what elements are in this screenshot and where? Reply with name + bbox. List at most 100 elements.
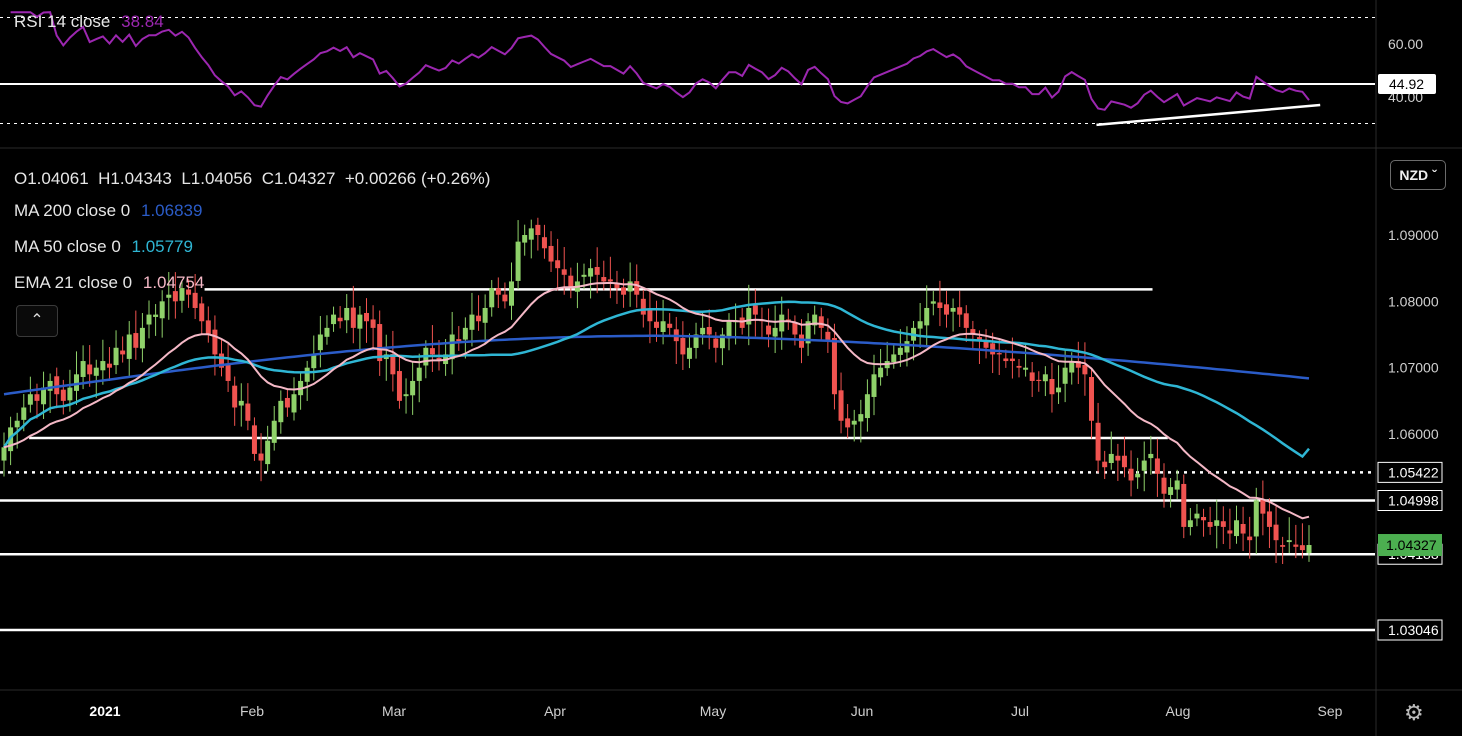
candle	[607, 279, 613, 282]
legend-ma200[interactable]: MA 200 close 0 1.06839	[14, 201, 202, 221]
candle	[205, 320, 211, 335]
legend-ema21[interactable]: EMA 21 close 0 1.04754	[14, 273, 204, 293]
candle	[746, 307, 752, 325]
candle	[232, 385, 238, 408]
candle	[1247, 536, 1253, 541]
candle	[212, 329, 218, 355]
candle	[172, 291, 178, 302]
y-tick-label: 1.06000	[1388, 426, 1439, 442]
price-level-label: 1.04998	[1388, 493, 1439, 509]
candle	[1003, 358, 1009, 362]
candle	[726, 321, 732, 339]
candle	[555, 260, 561, 269]
candle	[509, 281, 514, 306]
candle	[27, 394, 33, 405]
candle	[1253, 500, 1259, 537]
candle	[1075, 360, 1081, 368]
candle	[74, 374, 79, 391]
candle	[766, 325, 772, 335]
candle	[1299, 545, 1305, 551]
candle	[812, 314, 818, 326]
ema21-line	[3, 281, 1310, 520]
candle	[469, 314, 475, 330]
candle	[897, 347, 903, 355]
candle	[851, 420, 857, 425]
candle	[772, 327, 778, 337]
ma50-value: 1.05779	[131, 237, 193, 256]
candle	[1095, 422, 1101, 461]
rsi-tick-label: 60.00	[1388, 36, 1423, 52]
candle	[186, 289, 192, 295]
price-level-label: 1.03046	[1388, 622, 1439, 638]
candle	[93, 367, 99, 376]
price-panel	[0, 217, 1375, 632]
candle	[106, 363, 112, 368]
price-level-badge	[1377, 619, 1443, 641]
candle	[1174, 480, 1180, 490]
chevron-down-icon: ˇ	[1432, 167, 1437, 183]
collapse-legend-button[interactable]: ⌃	[16, 305, 58, 337]
candle	[1168, 487, 1174, 495]
candle	[904, 341, 910, 353]
candle	[166, 294, 172, 298]
y-tick-label: 1.09000	[1388, 227, 1439, 243]
candle	[284, 397, 290, 408]
candle	[317, 334, 323, 351]
candle	[891, 354, 897, 363]
candle	[996, 353, 1002, 355]
candle	[489, 288, 495, 308]
candle	[1042, 374, 1048, 382]
gear-icon[interactable]: ⚙	[1404, 700, 1424, 725]
candle	[47, 380, 53, 391]
ema21-label: EMA 21 close 0	[14, 273, 133, 292]
price-level-badge	[1377, 461, 1443, 483]
candle	[700, 327, 706, 335]
candle	[693, 334, 699, 348]
candle	[845, 418, 851, 428]
legend-ma50[interactable]: MA 50 close 0 1.05779	[14, 237, 193, 257]
candle	[1135, 473, 1141, 478]
candle	[1227, 530, 1233, 534]
candle	[1069, 361, 1075, 373]
candle	[930, 301, 936, 304]
candle	[588, 268, 594, 277]
candle	[1306, 545, 1312, 553]
candle	[528, 228, 534, 240]
candle	[1207, 521, 1213, 527]
candle	[324, 327, 330, 337]
candle	[1154, 458, 1160, 474]
ohlc-high: H1.04343	[98, 169, 172, 188]
candle	[153, 314, 159, 317]
candle	[258, 453, 264, 461]
candle	[21, 407, 27, 420]
ma200-value: 1.06839	[140, 201, 203, 220]
candle	[1009, 358, 1015, 362]
candle	[1293, 544, 1299, 547]
candle	[1266, 511, 1272, 527]
candle	[515, 241, 521, 281]
candle	[647, 310, 653, 322]
candle	[199, 303, 205, 322]
candle	[482, 307, 488, 323]
candle	[1161, 477, 1167, 494]
candle	[364, 312, 369, 322]
candle	[67, 387, 73, 401]
candle	[957, 307, 963, 315]
candle	[462, 327, 468, 340]
chevron-up-icon: ⌃	[30, 312, 44, 329]
candle	[614, 283, 620, 289]
candle	[522, 235, 528, 243]
ma200-label: MA 200 close 0	[14, 201, 131, 220]
candle	[660, 321, 666, 332]
candle	[495, 288, 501, 295]
candle	[1089, 377, 1094, 421]
candle	[970, 329, 976, 335]
candle	[1023, 367, 1029, 370]
candle	[139, 327, 145, 349]
currency-selector[interactable]: NZD ˇ	[1390, 160, 1446, 190]
candle	[146, 314, 152, 325]
candle	[113, 347, 119, 366]
candle	[456, 339, 462, 342]
ohlc-low: L1.04056	[181, 169, 253, 188]
